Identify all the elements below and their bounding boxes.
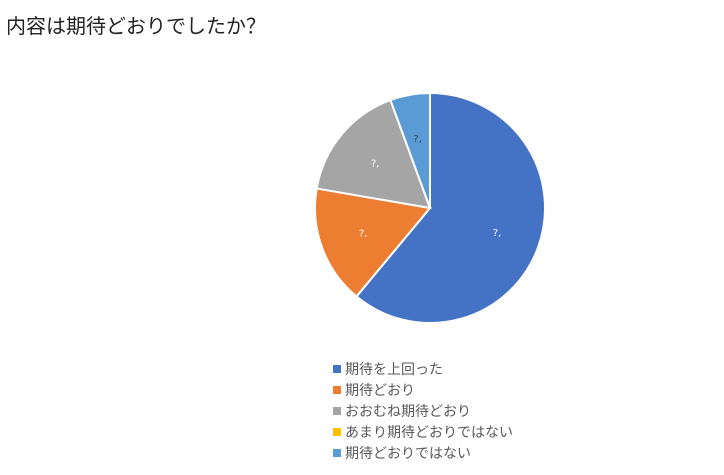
legend-item: おおむね期待どおり [333,400,513,421]
legend-label: 期待どおり [345,382,415,399]
data-label-0: ?, [493,228,502,239]
data-label-4: ?, [413,134,422,145]
legend-label: 期待を上回った [345,361,443,378]
pie-slice-2 [315,98,432,210]
legend-swatch [333,364,341,373]
pie-slice-4 [389,91,431,209]
legend-item: 期待どおりではない [333,442,513,463]
legend-swatch [333,427,341,436]
legend-item: 期待どおり [333,379,513,400]
pie-slice-0 [355,91,546,324]
legend-swatch [333,385,341,394]
data-label-1: ?, [359,229,368,240]
data-label-2: ?, [371,158,380,169]
legend-label: おおむね期待どおり [345,403,471,420]
chart-title: 内容は期待どおりでしたか？ [6,14,266,38]
legend-item: あまり期待どおりではない [333,421,513,442]
legend-label: あまり期待どおりではない [345,424,513,441]
pie-slice-1 [314,187,432,298]
legend-swatch [333,448,341,457]
legend: 期待を上回った 期待どおりおおむね期待どおりあまり期待どおりではない 期待どおりでは… [333,358,513,463]
legend-swatch [333,406,341,415]
legend-item: 期待を上回った [333,358,513,379]
legend-label: 期待どおりではない [345,445,471,462]
